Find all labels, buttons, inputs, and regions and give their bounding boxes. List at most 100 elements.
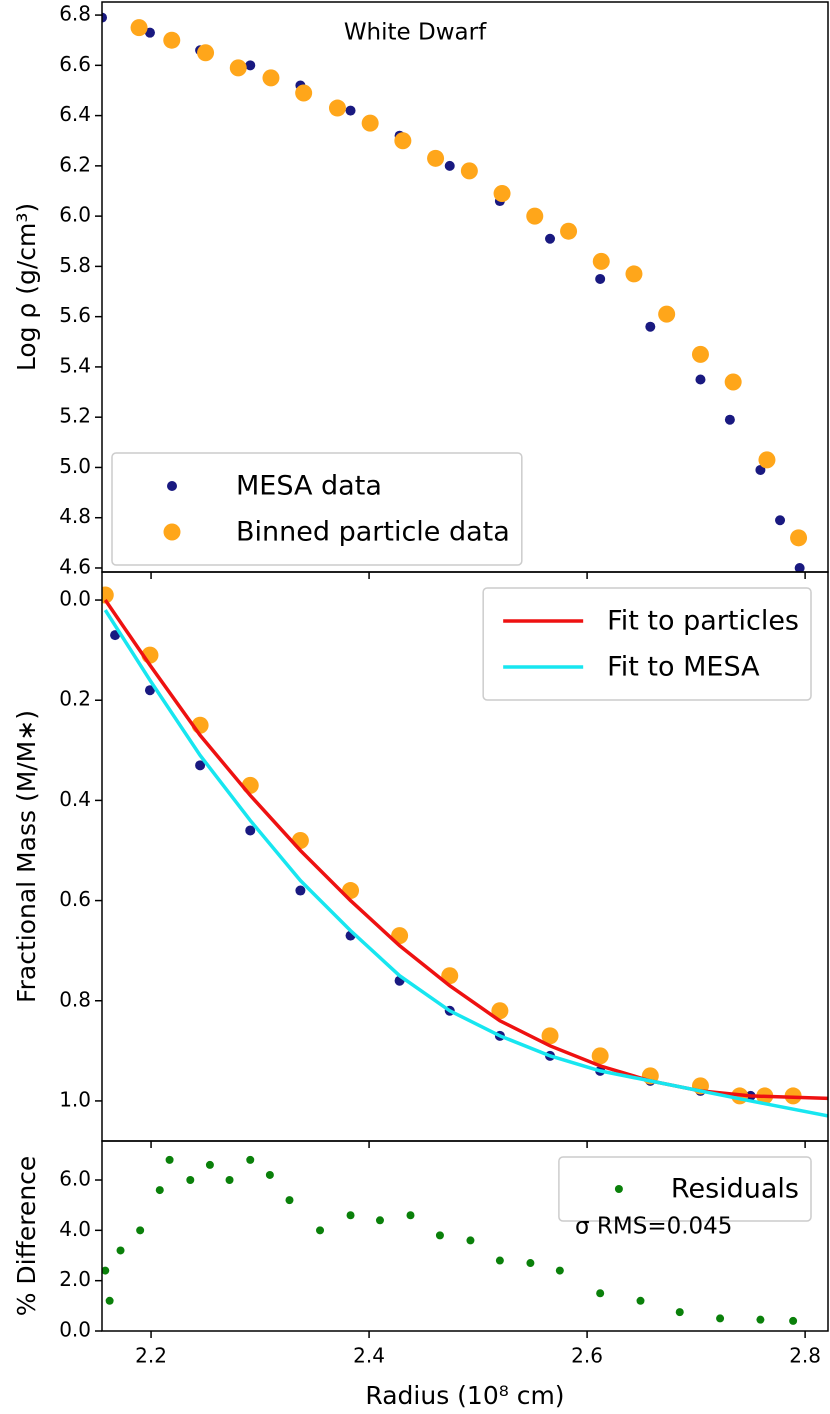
legend-label: MESA data [236,471,382,502]
data-point [245,825,256,836]
y-tick-label: 5.6 [59,303,91,327]
data-point [636,1296,645,1305]
data-point [195,760,206,771]
legend-box [482,587,812,701]
data-point [794,562,805,572]
y-tick-label: 5.0 [59,454,91,478]
chart-title: White Dwarf [344,20,487,46]
data-point [241,776,259,794]
data-point [130,19,148,37]
y-tick-label: 5.4 [59,353,91,377]
data-point [361,114,379,132]
data-point [466,1236,475,1245]
legend-label: Fit to particles [607,606,799,637]
data-point [435,1231,444,1240]
data-point [265,1170,274,1179]
y-tick-label: 0.2 [59,687,91,711]
legend-marker [614,1185,623,1193]
data-point [102,12,107,23]
data-point [775,515,786,526]
x-tick-label: 2.4 [353,1344,385,1368]
data-point [205,1160,214,1169]
data-point [526,207,544,225]
y-tick-label: 5.2 [59,404,91,428]
data-point [262,69,280,87]
plot-area [102,586,828,1118]
y-tick-label: 2.0 [59,1267,91,1291]
data-point [724,373,742,391]
data-point [493,185,511,203]
data-point [394,132,412,150]
legend-label: Fit to MESA [607,652,760,683]
data-point [116,1246,125,1255]
legend-marker [163,523,181,541]
data-point [592,252,610,270]
legend: MESA data Binned particle data [111,452,523,566]
legend-box [558,1156,812,1222]
data-point [790,529,808,547]
data-point [595,273,606,284]
y-axis-label: % Difference [12,1156,41,1317]
data-point [691,345,709,363]
data-point [229,59,247,77]
data-point [658,305,676,323]
data-point [144,27,155,38]
y-tick-label: 0.8 [59,987,91,1011]
y-axis-label: Fractional Mass (M/M∗) [12,710,41,1003]
y-tick-label: 1.0 [59,1087,91,1111]
data-point [155,1186,164,1195]
y-tick-label: 4.6 [59,554,91,578]
legend: Residuals [558,1156,812,1222]
data-point [102,586,114,604]
y-tick-label: 0.6 [59,887,91,911]
data-point [427,149,445,167]
y-tick-label: 5.8 [59,253,91,277]
data-point [345,105,356,116]
data-point [225,1176,234,1185]
data-point [645,321,656,332]
data-point [102,1266,110,1275]
annotation: σ RMS=0.045 [575,1214,732,1240]
plot-area [102,12,808,572]
data-point [541,1027,559,1045]
y-tick-label: 4.0 [59,1217,91,1241]
y-tick-label: 4.8 [59,504,91,528]
data-point [441,967,459,985]
data-point [295,885,306,896]
data-point [375,1216,384,1225]
data-point [695,374,706,385]
data-point [245,60,256,71]
x-tick-label: 2.2 [135,1344,167,1368]
y-tick-label: 6.6 [59,52,91,76]
y-tick-label: 6.0 [59,1167,91,1191]
fit-line [103,609,828,1118]
data-point [675,1308,684,1317]
data-point [346,1211,355,1220]
data-point [316,1226,325,1235]
x-tick-label: 2.8 [789,1344,821,1368]
legend-marker [167,481,177,491]
legend-label: Residuals [671,1174,799,1205]
data-point [625,265,643,283]
data-point [596,1289,605,1298]
y-tick-label: 0.4 [59,787,91,811]
data-point [144,685,155,696]
plot-area [102,1155,798,1325]
data-point [285,1196,294,1205]
data-point [591,1047,609,1065]
data-point [560,222,578,240]
data-point [758,451,776,469]
data-point [526,1259,535,1268]
y-tick-label: 6.8 [59,2,91,26]
y-tick-label: 6.2 [59,152,91,176]
data-point [328,99,346,117]
y-tick-label: 6.4 [59,102,91,126]
legend: Fit to particles Fit to MESA [482,587,812,701]
data-point [105,1296,114,1305]
x-axis-label: Radius (10⁸ cm) [365,1381,564,1410]
data-point [163,31,181,49]
axes-frame [101,1140,829,1332]
data-point [755,464,766,475]
data-point [406,1211,415,1220]
